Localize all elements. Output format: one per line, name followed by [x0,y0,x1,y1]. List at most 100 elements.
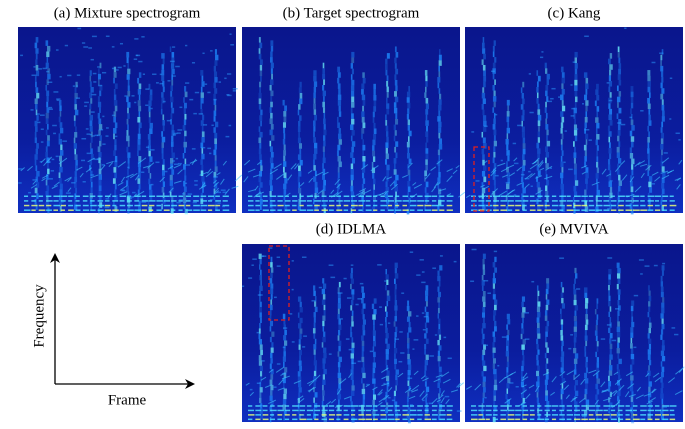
texture [298,198,302,205]
texture [407,377,413,380]
texture [618,57,621,64]
texture [298,171,302,177]
texture [609,343,613,350]
texture [126,146,129,153]
texture [252,258,257,260]
texture [361,351,364,357]
texture [406,401,409,408]
texture [438,171,441,178]
texture [138,206,142,212]
texture [506,166,509,173]
texture [337,292,343,294]
texture [361,287,364,293]
texture [629,203,633,209]
texture [350,396,352,402]
texture [536,317,540,323]
texture [560,330,563,336]
texture [407,391,410,397]
texture [74,109,79,116]
texture [260,269,262,275]
texture [301,256,307,258]
texture [629,147,632,154]
texture [45,62,49,69]
texture [483,344,488,347]
texture [313,386,315,393]
texture [607,58,611,65]
texture [560,144,563,151]
texture [351,358,354,364]
texture [386,136,389,143]
texture [595,325,598,331]
texture [162,181,165,188]
texture [573,315,577,322]
texture [616,332,621,338]
texture [561,133,564,140]
texture [259,381,262,388]
texture [394,185,398,192]
texture [298,120,301,127]
texture [162,192,165,199]
texture [242,285,245,287]
texture [630,175,633,181]
texture [213,98,217,101]
texture [322,336,326,343]
texture [361,116,365,123]
texture [560,122,564,129]
texture [630,102,634,109]
texture [424,203,426,210]
texture [323,118,326,125]
texture [406,332,409,338]
texture [408,175,411,181]
texture [46,70,50,73]
texture [213,116,216,122]
texture [545,336,547,343]
texture [453,260,457,263]
texture [214,160,217,167]
texture [585,314,588,320]
texture [127,63,129,69]
texture [584,161,587,168]
texture [584,394,587,400]
texture [350,267,353,274]
texture [425,317,430,323]
texture [393,180,397,186]
texture [661,398,664,405]
texture [313,376,317,382]
texture [574,90,578,97]
texture [647,75,651,82]
texture [362,206,364,212]
texture [389,181,395,187]
texture [647,97,651,104]
texture [33,66,36,68]
texture [676,177,682,182]
texture [506,388,509,394]
texture [171,107,175,114]
texture [545,395,549,401]
texture [580,378,586,385]
texture [214,60,218,66]
texture [660,291,664,298]
texture [308,177,314,183]
texture [202,52,205,55]
texture [525,393,531,400]
texture [138,94,141,101]
texture [608,295,611,302]
texture [574,96,578,103]
texture [113,94,117,101]
texture [350,191,355,197]
texture [162,58,165,65]
texture [616,262,620,268]
texture [322,406,325,412]
texture [514,162,519,165]
texture [90,187,93,194]
texture [371,161,374,168]
texture [425,397,427,403]
texture [506,99,510,106]
texture [322,315,326,321]
texture [407,186,411,193]
texture [546,196,549,203]
texture [574,128,579,130]
texture [283,361,285,368]
texture [648,327,651,334]
texture [648,381,652,387]
